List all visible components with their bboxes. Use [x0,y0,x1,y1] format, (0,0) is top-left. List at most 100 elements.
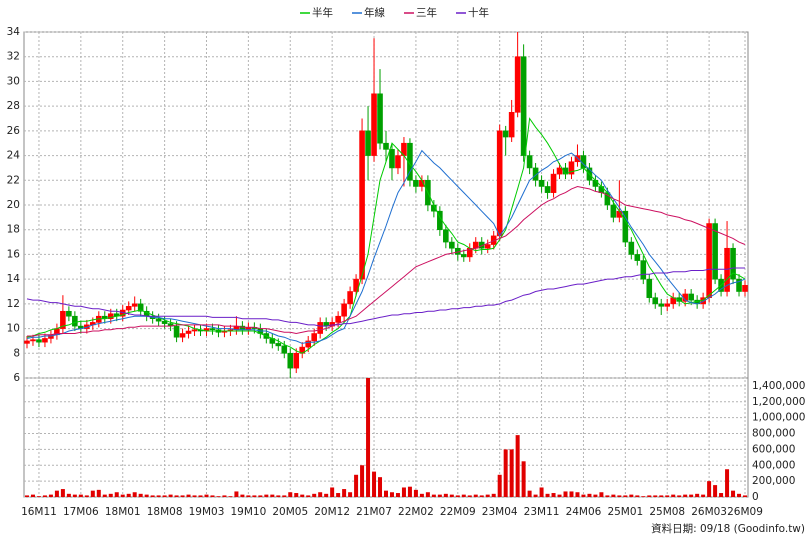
candle-body [550,173,557,193]
volume-bar [126,493,131,497]
x-tick-label: 19M03 [189,506,225,518]
volume-bar [539,487,544,497]
candle-body [628,241,635,255]
volume-bar [665,495,670,497]
volume-bar [395,493,400,497]
candle-body [155,318,162,322]
x-tick-label: 16M11 [21,506,57,518]
candle-body [137,303,144,312]
volume-bar [90,490,95,497]
candle-body [532,167,539,181]
x-tick-label: 17M06 [63,506,99,518]
candle-body [60,310,66,329]
candle-body [131,303,138,307]
y-tick-label: 20 [7,199,20,211]
legend-label: 半年 [312,6,333,19]
volume-bar [168,494,173,497]
volume-bar [467,495,472,497]
candle-body [556,167,563,175]
volume-bar [174,495,179,497]
volume-bar [701,494,706,497]
ma-line [27,185,746,337]
candle-body [371,93,377,156]
volume-bar [389,492,394,497]
volume-bar [108,493,113,497]
candle-body [592,179,599,187]
y-tick-label: 18 [7,224,20,236]
candle-body [24,340,30,344]
x-tick-label: 19M10 [230,506,266,518]
candle-body [652,297,659,305]
volume-bar [318,492,323,497]
volume-bar [677,495,682,497]
candle-body [413,179,419,187]
y-tick-label: 34 [7,26,21,38]
volume-bar [581,494,586,497]
volume-bar [360,465,365,497]
y-tick-label: 10 [7,323,20,335]
volume-bar [407,486,412,497]
volume-bar [66,493,71,497]
candle-body [544,186,551,193]
volume-bar [521,461,526,497]
volume-bar [372,471,377,497]
candle-body [496,130,503,237]
candle-body [514,56,521,113]
volume-bar [473,494,478,497]
y-tick-label: 28 [7,100,20,112]
volume-bar [659,495,664,497]
volume-bar [156,495,161,497]
volume-bar [449,494,454,497]
y-tick-label: 14 [7,273,21,285]
candle-body [395,155,401,169]
x-tick-label: 26M09 [727,506,763,518]
legend-label: 年線 [364,6,385,19]
volume-bar [222,495,227,497]
x-tick-label: 24M06 [566,506,602,518]
legend-label: 三年 [416,6,437,19]
plot-frame [23,31,749,498]
candle-body [293,352,300,369]
y-tick-label: 8 [13,347,20,359]
candle-body [179,333,186,338]
candle-body [730,247,736,280]
ma-line [26,117,746,354]
legend-label: 十年 [468,6,489,19]
volume-bar [569,491,574,497]
volume-bar [228,496,233,497]
candle-body [305,340,312,348]
candle-body [736,278,742,292]
x-tick-label: 20M12 [314,506,350,518]
y2-tick-label: 1,400,000 [752,380,805,392]
volume-bar [114,492,119,497]
x-tick-label: 22M02 [398,506,434,518]
volume-bar [186,494,191,497]
volume-bar [533,494,538,497]
volume-bar [96,489,101,497]
candle-body [365,130,371,156]
volume-bar [330,487,335,497]
y2-tick-label: 1,000,000 [752,412,805,424]
candle-body [125,306,132,311]
candle-body [460,254,467,258]
candle-body [341,303,347,317]
volume-bar [725,469,730,497]
volume-bar [689,494,694,497]
x-tick-label: 20M05 [272,506,308,518]
volume-bar [629,494,634,497]
y-tick-label: 32 [7,51,20,63]
volume-bar [348,492,353,497]
volume-bar [72,494,77,497]
ma-line [26,267,745,327]
volume-bar [401,487,406,497]
volume-bar [557,494,562,497]
volume-bar [342,489,347,497]
volume-bar [695,493,700,497]
volume-bar [36,496,41,497]
volume-bar [300,494,305,497]
volume-bar [503,449,508,497]
volume-bar [515,435,520,497]
volume-bar [611,494,616,497]
x-tick-label: 18M01 [105,506,141,518]
